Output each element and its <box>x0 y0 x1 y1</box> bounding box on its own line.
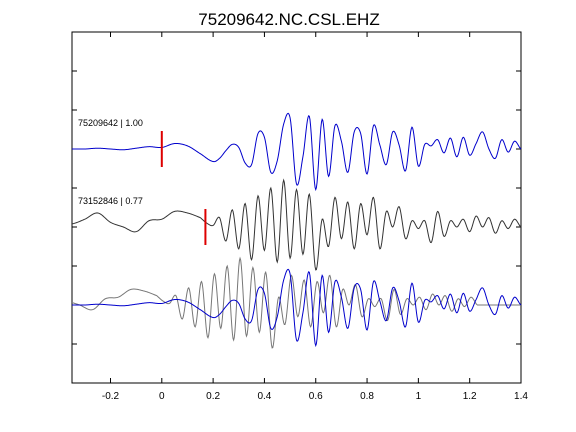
x-tick-label: 0 <box>159 391 165 402</box>
chart-title: 75209642.NC.CSL.EHZ <box>198 10 379 29</box>
x-tick-label: 1.2 <box>463 391 477 402</box>
series-line <box>72 112 522 192</box>
plot-frame <box>71 31 522 384</box>
trace-label: 73152846 | 0.77 <box>78 196 143 206</box>
trace-label: 75209642 | 1.00 <box>78 118 143 128</box>
axis-ticks: -0.2 0 0.2 0.4 0.6 0.8 1 1.2 1.4 <box>72 32 528 402</box>
x-tick-label: 0.4 <box>257 391 271 402</box>
trace-group <box>71 112 522 349</box>
trace-labels: 75209642 | 1.00 73152846 | 0.77 <box>78 118 207 245</box>
x-tick-label: 1 <box>416 391 422 402</box>
series-line <box>71 256 521 349</box>
series-line <box>71 178 522 271</box>
x-tick-label: 0.6 <box>309 391 323 402</box>
series-line <box>72 268 522 348</box>
x-tick-label: 1.4 <box>514 391 528 402</box>
x-tick-label: 0.8 <box>360 391 374 402</box>
x-tick-label: -0.2 <box>102 391 120 402</box>
x-tick-label: 0.2 <box>206 391 220 402</box>
